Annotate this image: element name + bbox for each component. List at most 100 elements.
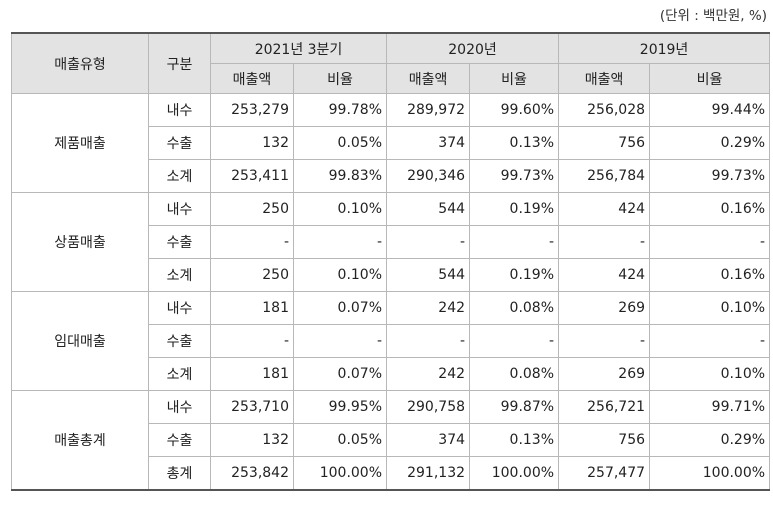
amount-cell: 253,279 <box>210 93 294 127</box>
amount-cell: 132 <box>210 126 294 160</box>
division-cell: 소계 <box>148 159 211 193</box>
ratio-cell: 0.10% <box>292 258 388 292</box>
ratio-cell: 0.13% <box>469 423 560 457</box>
amount-cell: 250 <box>210 258 294 292</box>
unit-note: (단위 : 백만원, %) <box>659 8 767 24</box>
ratio-cell: - <box>469 225 560 259</box>
division-cell: 수출 <box>148 324 211 358</box>
amount-cell: 256,028 <box>558 93 651 127</box>
table-row: 수출 132 0.05% 374 0.13% 756 0.29% <box>12 126 771 160</box>
table-row: 임대매출 내수 181 0.07% 242 0.08% 269 0.10% <box>11 291 771 391</box>
division-cell: 소계 <box>148 357 211 391</box>
table-row: 수출 - - - - - - <box>12 225 771 259</box>
amount-cell: 181 <box>210 357 294 391</box>
ratio-cell: 0.16% <box>649 258 771 292</box>
amount-cell: 253,411 <box>210 159 294 193</box>
header-amount: 매출액 <box>558 63 651 94</box>
amount-cell: 289,972 <box>386 93 471 127</box>
amount-cell: - <box>210 324 294 358</box>
amount-cell: - <box>558 225 651 259</box>
division-cell: 내수 <box>148 192 211 226</box>
sales-type-cell: 상품매출 <box>11 192 149 292</box>
header-period: 2021년 3분기 <box>209 32 388 64</box>
header-ratio: 비율 <box>649 63 771 94</box>
amount-cell: 269 <box>558 291 651 325</box>
amount-cell: 256,784 <box>558 159 651 193</box>
ratio-cell: 99.83% <box>292 159 388 193</box>
header-amount: 매출액 <box>210 63 294 94</box>
ratio-cell: 0.19% <box>469 192 560 226</box>
division-cell: 내수 <box>148 291 211 325</box>
ratio-cell: - <box>292 225 388 259</box>
amount-cell: - <box>386 225 471 259</box>
table-row: 수출 132 0.05% 374 0.13% 756 0.29% <box>12 423 771 457</box>
amount-cell: 253,710 <box>210 390 294 424</box>
header-ratio: 비율 <box>292 63 388 94</box>
division-cell: 내수 <box>148 93 211 127</box>
table-row: 소계 253,411 99.83% 290,346 99.73% 256,784 99.73… <box>12 159 771 193</box>
ratio-cell: 99.78% <box>292 93 388 127</box>
amount-cell: - <box>558 324 651 358</box>
ratio-cell: 99.44% <box>649 93 771 127</box>
ratio-cell: 99.60% <box>469 93 560 127</box>
amount-cell: 242 <box>386 357 471 391</box>
amount-cell: 242 <box>386 291 471 325</box>
header-ratio: 비율 <box>469 63 560 94</box>
table-body: 제품매출 내수 253,279 99.78% 289,972 99.60% 256,028 9… <box>11 93 771 491</box>
amount-cell: 374 <box>386 126 471 160</box>
ratio-cell: 0.08% <box>469 357 560 391</box>
ratio-cell: 0.16% <box>649 192 771 226</box>
ratio-cell: 100.00% <box>469 456 560 491</box>
amount-cell: 544 <box>386 192 471 226</box>
ratio-cell: 0.29% <box>649 126 771 160</box>
amount-cell: 256,721 <box>558 390 651 424</box>
table-row: 수출 - - - - - - <box>12 324 771 358</box>
ratio-cell: 0.10% <box>649 291 771 325</box>
table-row: 소계 250 0.10% 544 0.19% 424 0.16% <box>12 258 771 292</box>
amount-cell: 756 <box>558 126 651 160</box>
amount-cell: 257,477 <box>558 456 651 491</box>
amount-cell: 269 <box>558 357 651 391</box>
ratio-cell: 99.87% <box>469 390 560 424</box>
sales-type-cell: 매출총계 <box>11 390 149 491</box>
ratio-cell: - <box>649 324 771 358</box>
ratio-cell: 0.05% <box>292 423 388 457</box>
ratio-cell: 99.71% <box>649 390 771 424</box>
amount-cell: 290,758 <box>386 390 471 424</box>
ratio-cell: - <box>649 225 771 259</box>
ratio-cell: 99.73% <box>469 159 560 193</box>
ratio-cell: 99.95% <box>292 390 388 424</box>
division-cell: 수출 <box>148 225 211 259</box>
amount-cell: 253,842 <box>210 456 294 491</box>
ratio-cell: 0.07% <box>292 291 388 325</box>
amount-cell: 424 <box>558 258 651 292</box>
amount-cell: 250 <box>210 192 294 226</box>
table-row: 총계 253,842 100.00% 291,132 100.00% 257,477 100… <box>12 456 771 491</box>
amount-cell: - <box>210 225 294 259</box>
header-amount: 매출액 <box>386 63 471 94</box>
division-cell: 내수 <box>148 390 211 424</box>
amount-cell: 374 <box>386 423 471 457</box>
ratio-cell: 0.08% <box>469 291 560 325</box>
table-row: 매출총계 내수 253,710 99.95% 290,758 99.87% 256,721 9… <box>11 390 771 491</box>
division-cell: 총계 <box>148 456 211 491</box>
amount-cell: 290,346 <box>386 159 471 193</box>
sales-type-cell: 임대매출 <box>11 291 149 391</box>
header-period: 2020년 <box>386 32 560 64</box>
header-type: 매출유형 <box>11 32 149 94</box>
header-division: 구분 <box>148 32 211 94</box>
ratio-cell: - <box>292 324 388 358</box>
ratio-cell: 0.07% <box>292 357 388 391</box>
ratio-cell: - <box>469 324 560 358</box>
ratio-cell: 100.00% <box>292 456 388 491</box>
division-cell: 소계 <box>148 258 211 292</box>
table-row: 상품매출 내수 250 0.10% 544 0.19% 424 0.16% <box>11 192 771 292</box>
sales-type-cell: 제품매출 <box>11 93 149 193</box>
amount-cell: 424 <box>558 192 651 226</box>
ratio-cell: 0.05% <box>292 126 388 160</box>
ratio-cell: 99.73% <box>649 159 771 193</box>
division-cell: 수출 <box>148 126 211 160</box>
amount-cell: 291,132 <box>386 456 471 491</box>
amount-cell: 756 <box>558 423 651 457</box>
table-row: 제품매출 내수 253,279 99.78% 289,972 99.60% 256,028 9… <box>11 93 771 193</box>
